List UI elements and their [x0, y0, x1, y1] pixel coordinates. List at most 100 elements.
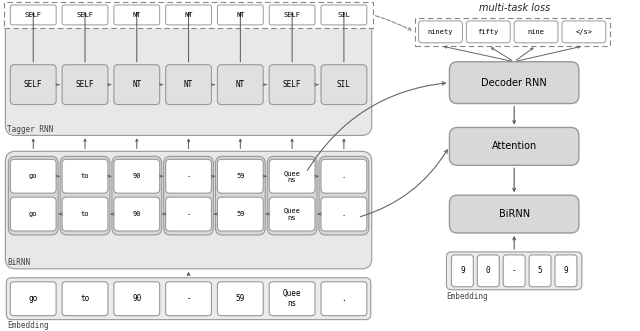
FancyBboxPatch shape [10, 65, 56, 105]
FancyBboxPatch shape [114, 282, 160, 316]
Text: 90: 90 [132, 173, 141, 179]
FancyBboxPatch shape [269, 159, 315, 193]
Text: SIL: SIL [337, 12, 350, 18]
Text: SELF: SELF [24, 80, 42, 89]
FancyBboxPatch shape [10, 197, 56, 231]
FancyBboxPatch shape [5, 151, 372, 269]
Bar [415, 18, 610, 46]
Text: NT: NT [132, 80, 141, 89]
Text: go: go [29, 211, 38, 217]
Text: 0: 0 [486, 266, 491, 275]
FancyBboxPatch shape [451, 255, 474, 287]
FancyBboxPatch shape [166, 65, 211, 105]
FancyBboxPatch shape [218, 65, 263, 105]
FancyBboxPatch shape [166, 159, 211, 193]
FancyBboxPatch shape [477, 255, 499, 287]
FancyBboxPatch shape [5, 8, 372, 135]
Text: 5: 5 [538, 266, 542, 275]
Text: BiRNN: BiRNN [499, 209, 530, 219]
FancyBboxPatch shape [467, 21, 510, 43]
FancyBboxPatch shape [449, 195, 579, 233]
FancyBboxPatch shape [449, 62, 579, 104]
Text: Embedding: Embedding [447, 292, 488, 301]
Text: BiRNN: BiRNN [7, 259, 31, 267]
FancyBboxPatch shape [166, 197, 211, 231]
FancyBboxPatch shape [269, 65, 315, 105]
FancyBboxPatch shape [114, 65, 160, 105]
Text: fifty: fifty [477, 29, 499, 35]
Text: -: - [186, 294, 191, 303]
Text: .: . [342, 173, 346, 179]
Text: NT: NT [236, 12, 244, 18]
Text: 9: 9 [564, 266, 568, 275]
Text: to: to [81, 294, 90, 303]
Text: ninety: ninety [428, 29, 453, 35]
Text: 59: 59 [236, 294, 245, 303]
FancyBboxPatch shape [447, 252, 582, 290]
Text: 9: 9 [460, 266, 465, 275]
Text: SELF: SELF [25, 12, 42, 18]
Text: Quee
ns: Quee ns [284, 170, 301, 183]
FancyBboxPatch shape [321, 282, 367, 316]
FancyBboxPatch shape [268, 156, 317, 235]
Text: SELF: SELF [284, 12, 301, 18]
Text: 90: 90 [132, 294, 141, 303]
FancyBboxPatch shape [114, 197, 160, 231]
FancyBboxPatch shape [114, 159, 160, 193]
FancyBboxPatch shape [321, 159, 367, 193]
Text: multi-task loss: multi-task loss [479, 3, 550, 13]
FancyBboxPatch shape [319, 156, 369, 235]
FancyBboxPatch shape [218, 282, 263, 316]
Text: Attention: Attention [492, 141, 537, 151]
Text: SELF: SELF [77, 12, 93, 18]
FancyBboxPatch shape [164, 156, 214, 235]
FancyBboxPatch shape [321, 65, 367, 105]
Text: -: - [186, 211, 191, 217]
Text: NT: NT [184, 80, 193, 89]
Text: nine: nine [527, 29, 545, 35]
Text: </s>: </s> [575, 29, 593, 35]
Text: 90: 90 [132, 211, 141, 217]
FancyBboxPatch shape [62, 65, 108, 105]
FancyBboxPatch shape [449, 127, 579, 165]
FancyBboxPatch shape [166, 282, 211, 316]
Text: NT: NT [236, 80, 245, 89]
FancyBboxPatch shape [555, 255, 577, 287]
Text: to: to [81, 211, 89, 217]
FancyBboxPatch shape [216, 156, 265, 235]
Text: SELF: SELF [283, 80, 301, 89]
FancyBboxPatch shape [6, 278, 371, 320]
FancyBboxPatch shape [166, 5, 211, 25]
FancyBboxPatch shape [62, 5, 108, 25]
FancyBboxPatch shape [112, 156, 162, 235]
FancyBboxPatch shape [62, 282, 108, 316]
Text: NT: NT [184, 12, 193, 18]
FancyBboxPatch shape [10, 159, 56, 193]
FancyBboxPatch shape [8, 156, 58, 235]
FancyBboxPatch shape [10, 282, 56, 316]
FancyBboxPatch shape [62, 197, 108, 231]
FancyBboxPatch shape [321, 197, 367, 231]
FancyBboxPatch shape [218, 159, 263, 193]
FancyBboxPatch shape [514, 21, 558, 43]
Text: -: - [186, 173, 191, 179]
Text: SIL: SIL [337, 80, 351, 89]
Text: Decoder RNN: Decoder RNN [481, 78, 547, 88]
FancyBboxPatch shape [562, 21, 606, 43]
Text: 59: 59 [236, 211, 244, 217]
Text: go: go [29, 173, 38, 179]
FancyBboxPatch shape [269, 197, 315, 231]
Text: Quee
ns: Quee ns [283, 289, 301, 308]
Text: to: to [81, 173, 89, 179]
FancyBboxPatch shape [529, 255, 551, 287]
FancyBboxPatch shape [269, 282, 315, 316]
Bar [4, 2, 372, 28]
Text: .: . [342, 294, 346, 303]
Text: 59: 59 [236, 173, 244, 179]
FancyBboxPatch shape [60, 156, 110, 235]
FancyBboxPatch shape [503, 255, 525, 287]
Text: SELF: SELF [76, 80, 94, 89]
FancyBboxPatch shape [10, 5, 56, 25]
FancyBboxPatch shape [419, 21, 462, 43]
Text: Embedding: Embedding [7, 321, 49, 330]
